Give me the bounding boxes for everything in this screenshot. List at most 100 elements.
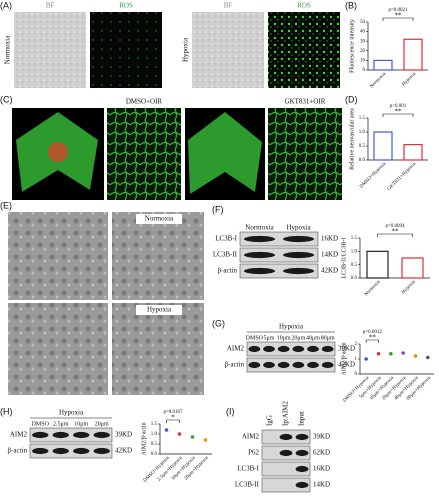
sig-bracket: [382, 113, 414, 117]
blot-group: Hypoxia: [279, 323, 304, 331]
blot-band: [73, 447, 90, 455]
blot-group: Hypoxia: [59, 409, 84, 417]
dot: [164, 428, 169, 432]
blot-column: 2.5μm: [53, 421, 69, 427]
y-tick-label: 0.0: [351, 276, 358, 281]
y-tick-label: 0.0: [151, 452, 158, 457]
blot-band: [279, 433, 293, 441]
blot-band: [248, 361, 261, 369]
sig-bracket: [377, 233, 413, 237]
blot-band: [321, 345, 334, 353]
blot-band: [307, 361, 319, 369]
blot-column: Hypoxia: [286, 224, 311, 232]
sig-stars: *: [171, 414, 175, 422]
blot-column: 40μm: [306, 335, 320, 341]
blot-strip: [239, 231, 319, 247]
label-bg: [136, 214, 182, 224]
image-label: Hypoxia: [147, 306, 172, 314]
blot-row: LC3B-II: [235, 481, 260, 489]
blot-band: [307, 345, 319, 353]
blot-size: 39KD: [115, 431, 132, 439]
panel-label: (G): [212, 318, 225, 328]
p-value: p=0.0167: [163, 410, 183, 415]
blot-band: [282, 235, 315, 243]
image-label: Normoxia: [145, 215, 174, 223]
y-tick-label: 1.0: [151, 432, 158, 437]
row-label: Normoxia: [4, 35, 12, 64]
retina: [188, 112, 262, 194]
panel-label: (E): [0, 200, 12, 210]
blot-column: 80μm: [321, 335, 335, 341]
y-tick-label: 0: [355, 372, 358, 377]
sig-stars: **: [395, 108, 403, 116]
blot-size: 42KD: [115, 447, 132, 455]
y-axis-label: AIM2/β-actin: [141, 422, 147, 455]
p-value: p=0.0012: [363, 330, 383, 335]
blot-row: P62: [248, 449, 259, 457]
y-tick-label: 1: [355, 357, 358, 362]
y-axis-label: LC3B-II/LC3B-I: [341, 238, 347, 279]
bar: [401, 257, 424, 279]
blot-row: LC3B-I: [237, 465, 259, 473]
p-value: p=0.0094: [385, 224, 405, 229]
y-tick-label: 0.5: [351, 263, 358, 268]
blot-strip: [29, 443, 113, 459]
dot: [389, 351, 393, 356]
blot-column: 10μm: [74, 421, 88, 427]
bar: [373, 131, 393, 161]
y-tick-label: 1.5: [359, 116, 366, 121]
blot-strip: [246, 341, 336, 357]
header: ROS: [297, 2, 311, 10]
y-tick-label: 0.0: [359, 158, 366, 163]
y-tick-label: 30: [360, 39, 366, 44]
dot: [413, 354, 418, 358]
blot-band: [295, 465, 309, 473]
blot-band: [295, 481, 309, 489]
image: [268, 12, 340, 88]
blot-band: [295, 449, 309, 457]
header: GKT831+OIR: [285, 98, 326, 106]
y-tick-label: 1.5: [151, 422, 158, 427]
bar: [403, 144, 423, 161]
blot-column: Ip:AIM2: [282, 401, 290, 426]
blot-band: [32, 447, 49, 455]
blot-row: AIM2: [242, 433, 260, 441]
panel-label: (A): [0, 0, 12, 10]
dot: [203, 438, 208, 442]
blot-column: 20μm: [95, 421, 109, 427]
blot-column: IgG: [266, 415, 274, 426]
y-tick-label: 0.5: [151, 442, 158, 447]
y-axis-label: Fluorescence intensity: [349, 19, 355, 73]
y-axis-label: AIM2/β-actin: [341, 342, 347, 375]
panel-label: (F): [212, 204, 224, 214]
image: [90, 12, 162, 88]
image-labels: (A) (B) (C) (D) (E) (F) (G) (H) (I) BF R…: [0, 0, 358, 416]
y-tick-label: 1.5: [351, 236, 358, 241]
blot-strip: [239, 263, 319, 279]
blot-band: [248, 345, 261, 353]
blot-size: 14KD: [321, 251, 338, 259]
panel-label: (B): [345, 0, 357, 10]
y-tick-label: 1.0: [359, 130, 366, 135]
blot-size: 16KD: [321, 235, 338, 243]
blot-row: β-actin: [218, 267, 238, 275]
blot-strip: [261, 477, 311, 493]
x-tick-label: Hypoxia: [401, 71, 417, 87]
blot-row: LC3B-II: [213, 251, 238, 259]
dot: [190, 435, 195, 439]
blot-size: 14KD: [313, 481, 330, 489]
blot-column: 10μm: [277, 335, 291, 341]
blot-strip: [239, 247, 319, 263]
blot-strip: [261, 461, 311, 477]
y-tick-label: 40: [360, 30, 366, 35]
image: [8, 212, 108, 300]
panel-label: (H): [0, 406, 13, 416]
y-tick-label: 1.0: [351, 249, 358, 254]
blot-band: [93, 447, 110, 455]
image-panels: [8, 12, 342, 395]
y-tick-label: 10: [360, 59, 366, 64]
sig-bracket: [365, 339, 379, 343]
p-value: p=0.0021: [388, 8, 408, 13]
y-tick-label: 2: [355, 342, 358, 347]
